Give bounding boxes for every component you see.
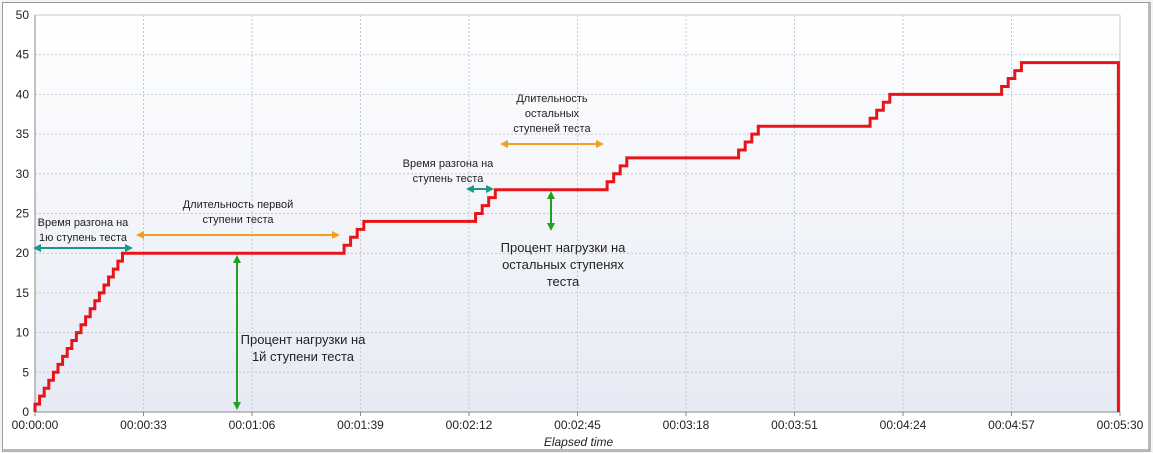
y-tick-label: 25 [16,207,30,221]
load2-label: остальных ступенях [502,257,624,272]
load1-arrow [233,255,241,410]
y-tick-label: 35 [16,127,30,141]
x-tick-label: 00:04:57 [988,418,1035,432]
y-tick-label: 0 [22,405,29,419]
dur2-label: остальных [525,108,580,120]
load2-arrow [547,191,555,231]
y-tick-label: 5 [22,365,29,379]
ramp1-label: 1ю ступень теста [39,232,128,244]
ramp2-label: Время разгона на [403,158,495,170]
x-tick-label: 00:02:12 [446,418,493,432]
dur1-arrow [136,231,340,239]
x-tick-label: 00:01:06 [229,418,276,432]
dur2-label: Длительность [516,93,588,105]
dur2-arrow [500,140,604,148]
y-tick-label: 10 [16,326,30,340]
x-tick-label: 00:03:18 [663,418,710,432]
x-tick-label: 00:05:30 [1097,418,1144,432]
y-tick-label: 30 [16,167,30,181]
load-line [33,61,1120,412]
x-tick-label: 00:02:45 [554,418,601,432]
ramp1-label: Время разгона на [38,217,130,229]
load2-label: теста [547,274,580,289]
y-tick-label: 50 [16,8,30,22]
ramp2-label: ступень теста [413,173,485,185]
y-tick-label: 45 [16,48,30,62]
dur1-label: ступени теста [202,214,274,226]
ramp1-arrow [33,244,133,252]
y-tick-label: 40 [16,87,30,101]
load1-label: 1й ступени теста [252,349,355,364]
load1-label: Процент нагрузки на [241,332,367,347]
x-tick-label: 00:00:33 [120,418,167,432]
x-tick-label: 00:01:39 [337,418,384,432]
x-tick-label: 00:04:24 [880,418,927,432]
x-tick-label: 00:03:51 [771,418,818,432]
dur1-label: Длительность первой [183,199,294,211]
load2-label: Процент нагрузки на [501,240,627,255]
x-tick-label: 00:00:00 [12,418,59,432]
y-tick-label: 20 [16,246,30,260]
x-axis-title: Elapsed time [544,435,614,449]
y-tick-label: 15 [16,286,30,300]
dur2-label: ступеней теста [513,123,591,135]
ramp2-arrow [466,185,494,193]
